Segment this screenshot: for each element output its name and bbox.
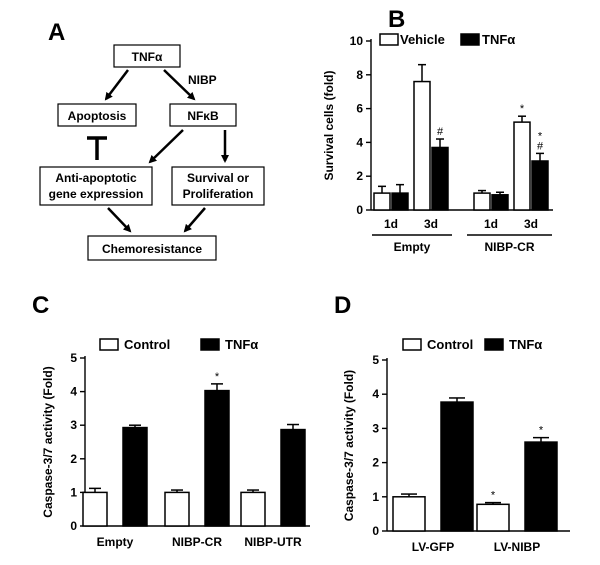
y-tick-label: 1 [70, 485, 77, 499]
anti-apoptotic-label-line2: gene expression [49, 187, 144, 201]
y-axis-title: Survival cells (fold) [322, 70, 336, 180]
y-axis-title: Caspase-3/7 activity (Fold) [41, 366, 55, 517]
y-tick-label: 3 [70, 418, 77, 432]
x-subgroup-label: 1d [484, 217, 498, 231]
chart-d: D 0 1 2 3 4 5 Caspase-3/7 activity (Fold) Contro… [334, 292, 570, 554]
x-group-label: Empty [394, 240, 431, 254]
x-category-label: NIBP-UTR [244, 535, 302, 549]
panel-b-letter: B [388, 6, 405, 33]
bar-tnfa [204, 389, 230, 527]
bar-tnfa [491, 194, 509, 211]
bar-tnfa [431, 146, 449, 211]
bar-tnfa [531, 160, 549, 211]
y-tick-label: 10 [350, 34, 364, 48]
bar-tnfa [440, 401, 474, 532]
x-category-label: Empty [97, 535, 134, 549]
arrow-survival-chemo [183, 207, 206, 233]
panel-a-diagram: A TNFα NIBP Apoptosis NFκB Anti-apoptoti… [39, 19, 265, 261]
legend-swatch [460, 33, 480, 46]
inhibition-symbol [87, 136, 107, 160]
legend-label: Control [427, 337, 473, 352]
survival-label-line1: Survival or [187, 171, 249, 185]
bar-control [164, 491, 190, 527]
bar-vehicle [473, 192, 491, 211]
anti-apoptotic-box [39, 166, 153, 206]
significance-marker: * [520, 103, 525, 115]
bar-vehicle [413, 80, 431, 211]
bar-control [82, 491, 108, 527]
significance-marker: # [437, 126, 444, 138]
bar-control [240, 491, 266, 527]
apoptosis-box [57, 103, 137, 127]
significance-marker: * [491, 490, 496, 502]
legend-swatch [200, 338, 220, 351]
bar-vehicle [513, 121, 531, 211]
bar-tnfa [391, 192, 409, 211]
x-group-label: NIBP-CR [485, 240, 535, 254]
y-tick-label: 6 [356, 102, 363, 116]
panel-c-letter: C [32, 292, 49, 319]
bar-vehicle [373, 192, 391, 211]
x-category-label: NIBP-CR [172, 535, 222, 549]
arrow-tnfa-apoptosis [104, 69, 129, 101]
bar-control [392, 496, 426, 532]
tnfa-box [113, 44, 181, 68]
panel-d-letter: D [334, 292, 351, 319]
y-axis-title: Caspase-3/7 activity (Fold) [342, 370, 356, 521]
nfkb-box [169, 103, 237, 127]
y-tick-label: 2 [356, 169, 363, 183]
bar-tnfa [524, 441, 558, 532]
significance-marker: * [538, 130, 543, 142]
x-category-label: LV-GFP [412, 540, 454, 554]
y-tick-label: 0 [372, 524, 379, 538]
x-category-label: LV-NIBP [494, 540, 540, 554]
legend-label: Vehicle [400, 32, 445, 47]
x-subgroup-label: 3d [524, 217, 538, 231]
y-tick-label: 3 [372, 421, 379, 435]
legend-label: Control [124, 337, 170, 352]
nfkb-label: NFκB [187, 109, 219, 123]
chemoresistance-box [87, 235, 217, 261]
chart-c: C 0 1 2 3 4 5 Caspase-3/7 activity (Fold) Contro… [32, 292, 310, 549]
survival-box [171, 166, 265, 206]
anti-apoptotic-label-line1: Anti-apoptotic [55, 171, 137, 185]
chart-b: B 0 2 4 6 8 10 Survival cells (fold) Vehicle TNFα… [322, 6, 553, 254]
significance-marker: # [537, 140, 544, 152]
arrow-tnfa-nfkb [163, 69, 196, 101]
x-subgroup-label: 1d [384, 217, 398, 231]
arrow-antiapoptotic-chemo [107, 207, 132, 233]
y-tick-label: 8 [356, 68, 363, 82]
arrow-nfkb-antiapoptotic [148, 129, 184, 164]
legend-swatch [379, 33, 399, 46]
y-tick-label: 4 [70, 385, 77, 399]
significance-marker: * [215, 371, 220, 383]
survival-label-line2: Proliferation [183, 187, 254, 201]
legend-swatch [99, 338, 119, 351]
panel-a-letter: A [48, 19, 65, 46]
significance-marker: * [539, 425, 544, 437]
y-tick-label: 5 [372, 353, 379, 367]
x-subgroup-label: 3d [424, 217, 438, 231]
legend-label: TNFα [509, 337, 542, 352]
apoptosis-label: Apoptosis [68, 109, 127, 123]
legend-label: TNFα [482, 32, 515, 47]
chemoresistance-label: Chemoresistance [102, 242, 202, 256]
y-tick-label: 1 [372, 490, 379, 504]
y-tick-label: 2 [70, 452, 77, 466]
y-tick-label: 0 [70, 519, 77, 533]
y-tick-label: 2 [372, 456, 379, 470]
y-tick-label: 0 [356, 203, 363, 217]
y-tick-label: 4 [356, 135, 363, 149]
y-tick-label: 4 [372, 387, 379, 401]
legend-swatch [402, 338, 422, 351]
legend-swatch [484, 338, 504, 351]
bar-tnfa [122, 426, 148, 527]
tnfa-label: TNFα [132, 50, 163, 64]
legend-label: TNFα [225, 337, 258, 352]
bar-control [476, 503, 510, 532]
nibp-label: NIBP [188, 73, 217, 87]
bar-tnfa [280, 428, 306, 527]
y-tick-label: 5 [70, 351, 77, 365]
